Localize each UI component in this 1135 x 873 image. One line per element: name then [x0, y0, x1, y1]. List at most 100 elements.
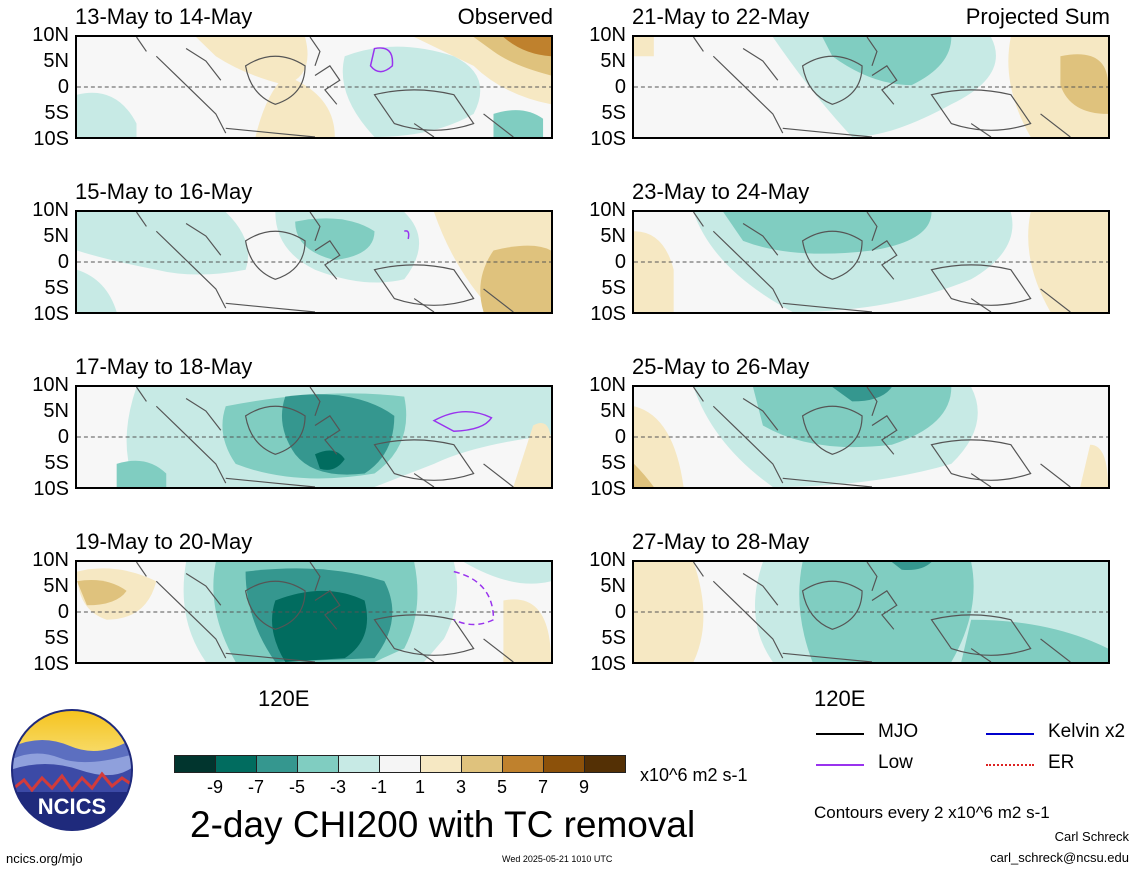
anomaly-shading — [634, 37, 654, 57]
latitude-label: 10N — [32, 374, 69, 396]
coastline — [314, 65, 341, 105]
coastline — [866, 37, 878, 67]
anomaly-shading — [272, 590, 368, 662]
coastline — [185, 573, 222, 606]
coastline — [413, 473, 435, 487]
coastline — [309, 212, 321, 242]
colorbar-tick-label: -1 — [370, 777, 387, 797]
coastline — [742, 48, 779, 81]
anomaly-shading — [503, 37, 551, 57]
coastline — [483, 463, 514, 487]
coastline — [136, 562, 147, 577]
panel-tag: Projected Sum — [965, 4, 1110, 29]
anomaly-shading — [634, 406, 684, 487]
coastline — [782, 127, 873, 137]
latitude-label: 5S — [601, 627, 626, 649]
lon-label-right: 120E — [814, 686, 866, 711]
anomaly-shading — [752, 387, 952, 448]
coastline — [782, 652, 873, 662]
map-panel — [75, 385, 553, 489]
coastline — [1040, 638, 1071, 662]
coastline — [1040, 113, 1071, 137]
coastline — [866, 387, 878, 417]
timestamp: Wed 2025-05-21 1010 UTC — [502, 854, 613, 864]
low-contour — [369, 47, 394, 73]
legend-line — [816, 733, 864, 735]
latitude-label: 10S — [33, 478, 69, 500]
logo-text: NCICS — [38, 794, 106, 819]
latitude-label: 0 — [614, 76, 626, 98]
coastline — [314, 590, 341, 630]
panel-title: 21-May to 22-May — [632, 4, 810, 29]
colorbar-swatch — [543, 755, 585, 773]
colorbar-swatch — [174, 755, 216, 773]
coastline — [693, 37, 704, 52]
coastline — [413, 123, 435, 137]
coastline — [309, 562, 321, 592]
latitude-label: 10S — [590, 478, 626, 500]
main-title: 2-day CHI200 with TC removal — [190, 804, 696, 845]
coastline — [871, 240, 898, 280]
coastline — [930, 89, 1032, 131]
anomaly-shading — [493, 110, 544, 137]
coastline — [225, 302, 316, 312]
colorbar-tick-label: -7 — [247, 777, 264, 797]
ncics-logo: NCICS — [10, 708, 134, 832]
latitude-label: 10N — [32, 549, 69, 571]
coastline — [742, 573, 779, 606]
coastline — [225, 477, 316, 487]
anomaly-shading — [822, 37, 952, 86]
colorbar-swatch — [584, 755, 626, 773]
colorbar-tick-label: -3 — [329, 777, 346, 797]
anomaly-shading — [255, 75, 335, 137]
coastline — [866, 562, 878, 592]
coastline — [782, 302, 873, 312]
lon-label-left: 120E — [258, 686, 310, 711]
coastline — [712, 405, 784, 484]
site-url[interactable]: ncics.org/mjo — [6, 851, 83, 866]
coastline — [871, 415, 898, 455]
anomaly-shading — [77, 212, 249, 275]
coastline — [185, 223, 222, 256]
map-panel — [75, 35, 553, 139]
panel-title: 17-May to 18-May — [75, 354, 253, 379]
latitude-label: 10S — [590, 303, 626, 325]
latitude-label: 5N — [600, 225, 626, 247]
coastline — [373, 264, 475, 306]
coastline — [930, 614, 1032, 656]
panel-title: 13-May to 14-May — [75, 4, 253, 29]
latitude-label: 10S — [33, 653, 69, 675]
latitude-label: 5S — [601, 452, 626, 474]
coastline — [314, 415, 341, 455]
colorbar-swatch — [420, 755, 462, 773]
colorbar-swatch — [215, 755, 257, 773]
anomaly-shading — [281, 394, 395, 475]
coastline — [185, 48, 222, 81]
latitude-label: 5S — [44, 627, 69, 649]
coastline — [309, 37, 321, 67]
colorbar-tick-label: -5 — [288, 777, 305, 797]
coastline — [373, 89, 475, 131]
anomaly-shading — [1060, 54, 1108, 114]
latitude-label: 0 — [614, 426, 626, 448]
coastline — [483, 638, 514, 662]
panel-title: 19-May to 20-May — [75, 529, 253, 554]
coastline — [155, 405, 227, 484]
latitude-label: 5S — [44, 102, 69, 124]
contour-note: Contours every 2 x10^6 m2 s-1 — [814, 803, 1050, 822]
map-panel — [632, 35, 1110, 139]
legend-label: ER — [1048, 752, 1075, 773]
latitude-label: 10S — [590, 653, 626, 675]
coastline — [782, 477, 873, 487]
anomaly-shading — [891, 562, 932, 571]
panel-title: 27-May to 28-May — [632, 529, 810, 554]
latitude-label: 10N — [589, 24, 626, 46]
latitude-label: 5N — [43, 400, 69, 422]
map-panel — [632, 210, 1110, 314]
panel-tag: Observed — [457, 4, 553, 29]
coastline — [871, 65, 898, 105]
coastline — [225, 127, 316, 137]
coastline — [930, 439, 1032, 481]
panel-title: 23-May to 24-May — [632, 179, 810, 204]
author-email[interactable]: carl_schreck@ncsu.edu — [990, 850, 1129, 865]
